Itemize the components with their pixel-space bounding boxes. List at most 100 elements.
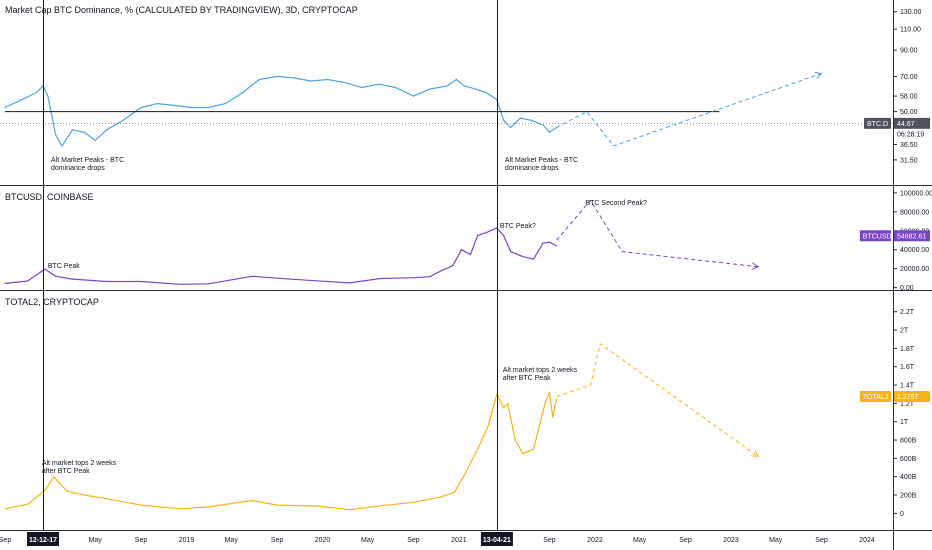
pane1-value-badge (894, 117, 930, 129)
pane1-data-point (20, 99, 22, 101)
pane2-data-point (44, 268, 46, 270)
pane2-title: BTCUSD, COINBASE (5, 192, 94, 202)
pane2-data-point (412, 277, 415, 279)
pane2-data-point (179, 283, 181, 285)
pane1-timer-bg (894, 128, 930, 139)
pane1-data-point (463, 85, 465, 87)
annotation-layer: Alt Market Peaks - BTC dominance drops Alt… (0, 71, 893, 475)
x-axis-tick-label: Sep (679, 537, 692, 544)
pane3-data-point (544, 402, 546, 404)
pane3-ytick-label: 1T (900, 419, 909, 426)
pane3-data-point (532, 448, 535, 450)
pane1-data-point (156, 102, 159, 105)
pane2-projection-arrowhead (751, 262, 760, 270)
pane2-data-point (140, 280, 142, 283)
pane2-ytick-label: 40000.00 (900, 247, 929, 254)
x-axis-tick-label: 2022 (587, 537, 603, 544)
pane1-annotation-2: Alt Market Peaks - BTC (505, 157, 578, 164)
pane2-annotation-2: BTC Peak? (500, 223, 536, 230)
x-axis-tick-label: 2020 (315, 537, 331, 544)
pane3-annotation-1: Alt market tops 2 weeks (42, 460, 117, 467)
pane3-data-point (315, 505, 317, 507)
pane1-data-point (207, 106, 210, 109)
pane3-ytick-label: 2T (900, 328, 909, 335)
x-axis-tick-label: 2024 (859, 537, 875, 544)
pane2-data-point (276, 277, 278, 279)
pane1-projection-arrowhead (814, 71, 823, 80)
pane2-ytick-label: 80000.00 (900, 209, 929, 216)
x-axis-tick-label: Sep (543, 537, 556, 544)
pane1-timer-label: 06:28:19 (897, 131, 924, 138)
pane3-data-point (503, 407, 505, 409)
pane2-data-point (429, 276, 431, 278)
pane1-data-point (292, 77, 295, 79)
pane1-ytick-label: 130.00 (900, 9, 922, 16)
pane3-projection-line (556, 342, 759, 457)
x-axis-tick-label: May (361, 537, 375, 544)
pane1-annotation-1: dominance drops (51, 165, 105, 172)
pane3-data-point (53, 476, 55, 478)
pane1-ytick-label: 70.00 (900, 74, 918, 81)
pane3-data-point (555, 398, 558, 400)
pane2-series-badge-label: BTCUSD (863, 233, 892, 240)
pane2-annotation-1: BTC Peak (48, 263, 80, 270)
pane2-value-badge (894, 230, 930, 242)
pane1-data-point (276, 75, 278, 78)
pane2-ytick-label: 20000.00 (900, 266, 929, 273)
pane1-data-point (258, 78, 260, 81)
pane2-data-point (548, 241, 551, 243)
pane1-data-point (446, 85, 448, 87)
pane1-data-point (122, 119, 124, 121)
pane1-data-point (106, 129, 108, 131)
pane1-data-point (36, 91, 38, 94)
pane3-data-point (522, 453, 524, 455)
x-axis-tick-label: May (225, 537, 239, 544)
pane1-ytick-label: 36.50 (900, 142, 918, 149)
pane2-data-point (71, 278, 74, 280)
pane3-ytick-label: 400B (900, 474, 917, 481)
pane3-data-point (412, 501, 415, 503)
pane3-annotation-2: Alt market tops 2 weeks (503, 367, 578, 374)
pane2-ytick-label: 0.00 (900, 285, 914, 292)
pane1-data-point (327, 78, 329, 81)
pane2-data-point (55, 275, 57, 277)
pane1-data-point (475, 88, 477, 90)
pane2-data-point (440, 269, 443, 272)
series-layer (4, 75, 558, 511)
pane3-data-point (106, 498, 108, 500)
pane3-data-point (66, 490, 68, 492)
pane1-ytick-label: 58.00 (900, 94, 918, 101)
pane1-data-point (429, 88, 431, 90)
pane1-series-badge-label: BTC.D (867, 121, 888, 128)
pane1-data-point (542, 124, 544, 126)
pane2-data-point (315, 280, 317, 282)
pane2-data-point (485, 232, 487, 234)
pane3-data-point (83, 494, 85, 496)
pane1-data-point (455, 78, 457, 81)
x-axis-tick-label: 2019 (179, 537, 195, 544)
pane1-data-point (344, 81, 346, 84)
pane1-series-badge (864, 117, 891, 129)
pane1-ytick-label: 110.00 (900, 27, 921, 34)
pane2-data-point (378, 278, 380, 280)
pane1-data-point (548, 131, 551, 133)
pane3-data-point (179, 508, 181, 510)
pane2-annotation-3: BTC Second Peak? (585, 200, 647, 207)
pane3-data-point (476, 448, 479, 450)
x-axis-tick-label: May (89, 537, 103, 544)
x-axis-highlight-label: 12-12-17 (29, 537, 57, 544)
pane2-data-point (460, 249, 463, 251)
pane1-title: Market Cap BTC Dominance, % (CALCULATED … (5, 5, 358, 15)
pane3-data-point (440, 496, 443, 498)
pane3-data-point (548, 391, 551, 393)
pane3-ytick-label: 200B (900, 493, 917, 500)
pane3-title: TOTAL2, CRYPTOCAP (5, 297, 99, 307)
x-axis-highlight-badge (480, 532, 513, 546)
pane2-data-point (106, 280, 108, 283)
pane2-ytick-label: 100000.00 (900, 190, 932, 197)
pane1-data-point (530, 119, 533, 121)
pane1-ytick-label: 90.00 (900, 48, 918, 55)
pane1-data-point (224, 102, 226, 105)
